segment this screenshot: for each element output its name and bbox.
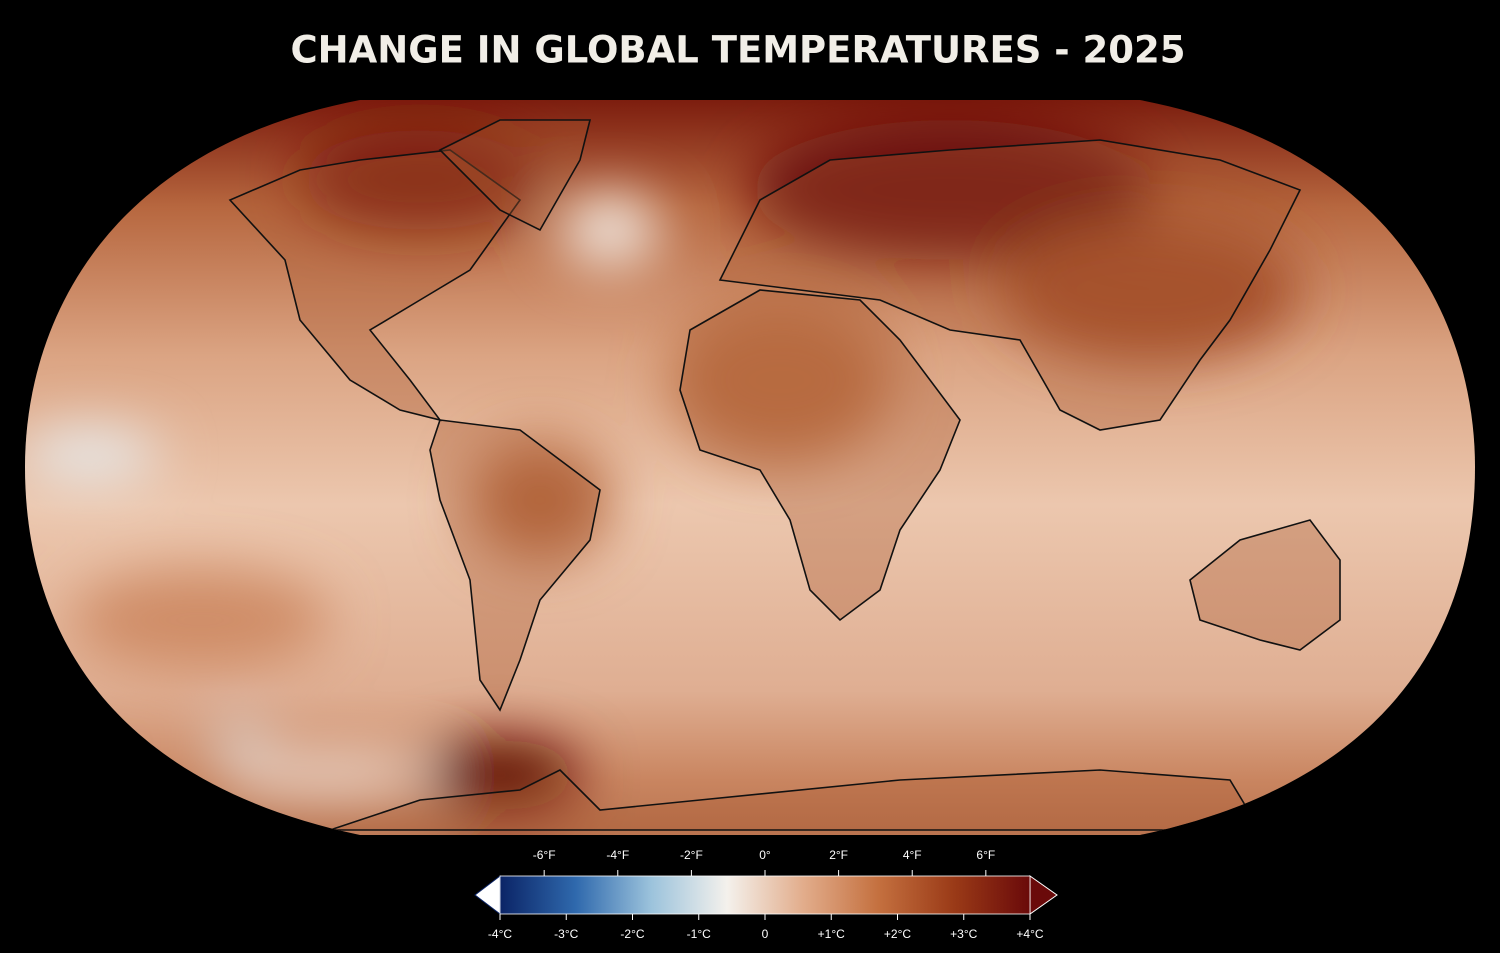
temperature-map <box>25 100 1475 835</box>
celsius-tick-label: +4°C <box>1016 927 1043 941</box>
celsius-tick-label: -3°C <box>554 927 578 941</box>
fahrenheit-tick-label: 0° <box>759 848 771 862</box>
celsius-tick-label: 0 <box>762 927 769 941</box>
fahrenheit-tick-label: -4°F <box>606 848 629 862</box>
celsius-tick-label: +2°C <box>884 927 911 941</box>
fahrenheit-tick-label: -6°F <box>533 848 556 862</box>
celsius-tick-label: -2°C <box>620 927 644 941</box>
fahrenheit-tick-label: 6°F <box>976 848 995 862</box>
celsius-tick-label: -1°C <box>687 927 711 941</box>
celsius-tick-label: +1°C <box>818 927 845 941</box>
colorbar-ramp <box>499 875 1031 915</box>
fahrenheit-tick-label: 4°F <box>903 848 922 862</box>
celsius-tick-label: +3°C <box>950 927 977 941</box>
colorbar: -4°C -3°C -2°C -1°C 0 +1°C +2°C +3°C +4°C -6°F -4°… <box>474 848 1058 941</box>
celsius-tick-label: -4°C <box>488 927 512 941</box>
fahrenheit-tick-label: -2°F <box>680 848 703 862</box>
title: CHANGE IN GLOBAL TEMPERATURES - 2025 <box>290 29 1185 72</box>
fahrenheit-tick-label: 2°F <box>829 848 848 862</box>
